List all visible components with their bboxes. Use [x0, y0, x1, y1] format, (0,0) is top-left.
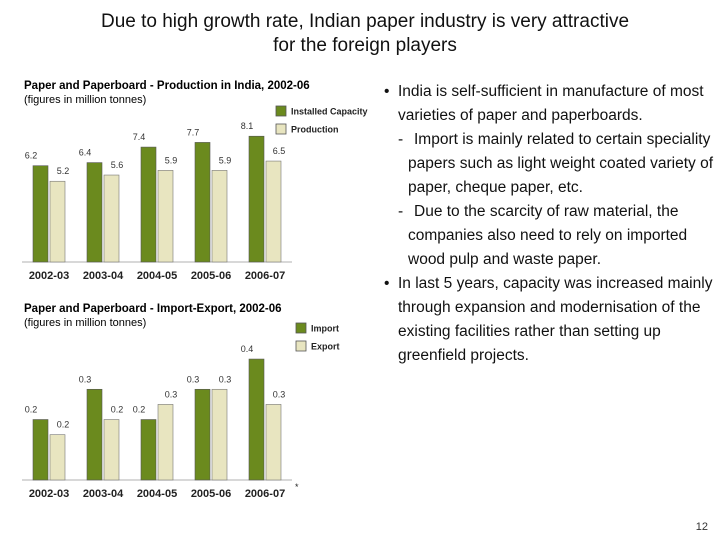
sub-bullet-text: Import is mainly related to certain spec… — [408, 131, 714, 196]
legend-label: Installed Capacity — [291, 107, 368, 117]
legend-swatch — [275, 123, 287, 135]
data-label: 0.3 — [219, 374, 232, 384]
bar-export — [103, 419, 120, 481]
x-tick-label: 2006-07 — [245, 270, 285, 282]
data-label: 5.9 — [165, 155, 178, 165]
data-label: 7.7 — [187, 127, 200, 137]
chart-1-title: Paper and Paperboard - Production in Ind… — [24, 80, 310, 92]
data-label: 0.2 — [25, 405, 38, 415]
bar-import — [248, 358, 265, 481]
data-label: 6.2 — [25, 151, 38, 161]
slide-title: Due to high growth rate, Indian paper in… — [70, 10, 660, 58]
data-label: 0.2 — [133, 405, 146, 415]
chart-2-subtitle: (figures in million tonnes) — [24, 317, 147, 329]
bullet-dot: • — [384, 83, 390, 100]
bar-installed-capacity — [248, 135, 265, 263]
x-tick-label: 2005-06 — [191, 488, 231, 500]
bar-import — [194, 388, 211, 481]
x-tick-label: 2004-05 — [137, 270, 177, 282]
data-label: 5.2 — [57, 166, 70, 176]
data-label: 5.9 — [219, 155, 232, 165]
x-tick-label: 2003-04 — [83, 270, 124, 282]
x-tick-label: 2004-05 — [137, 488, 177, 500]
data-label: 7.4 — [133, 132, 146, 142]
legend-label: Import — [311, 324, 339, 334]
x-tick-label: 2002-03 — [29, 270, 69, 282]
data-label: 0.2 — [57, 420, 70, 430]
bar-production — [157, 170, 174, 263]
bar-installed-capacity — [32, 165, 49, 263]
legend-swatch — [295, 322, 307, 334]
bullet-list: • India is self-sufficient in manufacture… — [384, 80, 714, 368]
slide-title-line-1: Due to high growth rate, Indian paper in… — [100, 11, 630, 32]
bar-installed-capacity — [86, 162, 103, 263]
bar-export — [211, 388, 228, 481]
chart-2-title: Paper and Paperboard - Import-Export, 20… — [24, 303, 282, 315]
bar-import — [32, 419, 49, 481]
data-label: 6.5 — [273, 146, 286, 156]
data-label: 0.3 — [165, 389, 178, 399]
data-label: 6.4 — [79, 148, 92, 158]
bar-installed-capacity — [140, 146, 157, 263]
sub-bullet-item: - Import is mainly related to certain spe… — [384, 128, 714, 200]
data-label: 0.3 — [187, 374, 200, 384]
page-number: 12 — [695, 521, 708, 533]
sub-bullet-text: Due to the scarcity of raw material, the… — [408, 203, 688, 268]
x-tick-label: 2006-07 — [245, 488, 285, 500]
slide-title-line-2: for the foreign players — [273, 35, 457, 56]
data-label: 0.2 — [111, 405, 124, 415]
bar-production — [103, 174, 120, 263]
x-tick-label: 2002-03 — [29, 488, 69, 500]
x-tick-label: 2005-06 — [191, 270, 231, 282]
bar-export — [157, 404, 174, 481]
bullet-text: India is self-sufficient in manufacture … — [398, 83, 704, 124]
bar-production — [49, 180, 66, 263]
bar-export — [265, 404, 282, 481]
bullet-item: • India is self-sufficient in manufacture… — [384, 80, 714, 128]
bar-import — [86, 388, 103, 481]
bar-import — [140, 419, 157, 481]
bar-installed-capacity — [194, 142, 211, 263]
bar-production — [211, 170, 228, 263]
sub-bullet-item: - Due to the scarcity of raw material, th… — [384, 200, 714, 272]
data-label: 0.4 — [241, 344, 254, 354]
sub-bullet-dash: - — [398, 203, 404, 220]
bar-production — [265, 160, 282, 263]
data-label: 0.3 — [273, 389, 286, 399]
legend-label: Export — [311, 342, 340, 352]
x-tick-label: 2003-04 — [83, 488, 124, 500]
bullet-text: In last 5 years, capacity was increased … — [398, 275, 713, 364]
category-note: * — [295, 482, 299, 492]
chart-1-subtitle: (figures in million tonnes) — [24, 94, 147, 106]
legend-swatch — [295, 340, 307, 352]
bar-export — [49, 434, 66, 481]
bullet-item: • In last 5 years, capacity was increased… — [384, 272, 714, 368]
data-label: 0.3 — [79, 374, 92, 384]
data-label: 5.6 — [111, 160, 124, 170]
legend-swatch — [275, 105, 287, 117]
bullet-dot: • — [384, 275, 390, 292]
sub-bullet-dash: - — [398, 131, 404, 148]
legend-label: Production — [291, 125, 339, 135]
data-label: 8.1 — [241, 121, 254, 131]
